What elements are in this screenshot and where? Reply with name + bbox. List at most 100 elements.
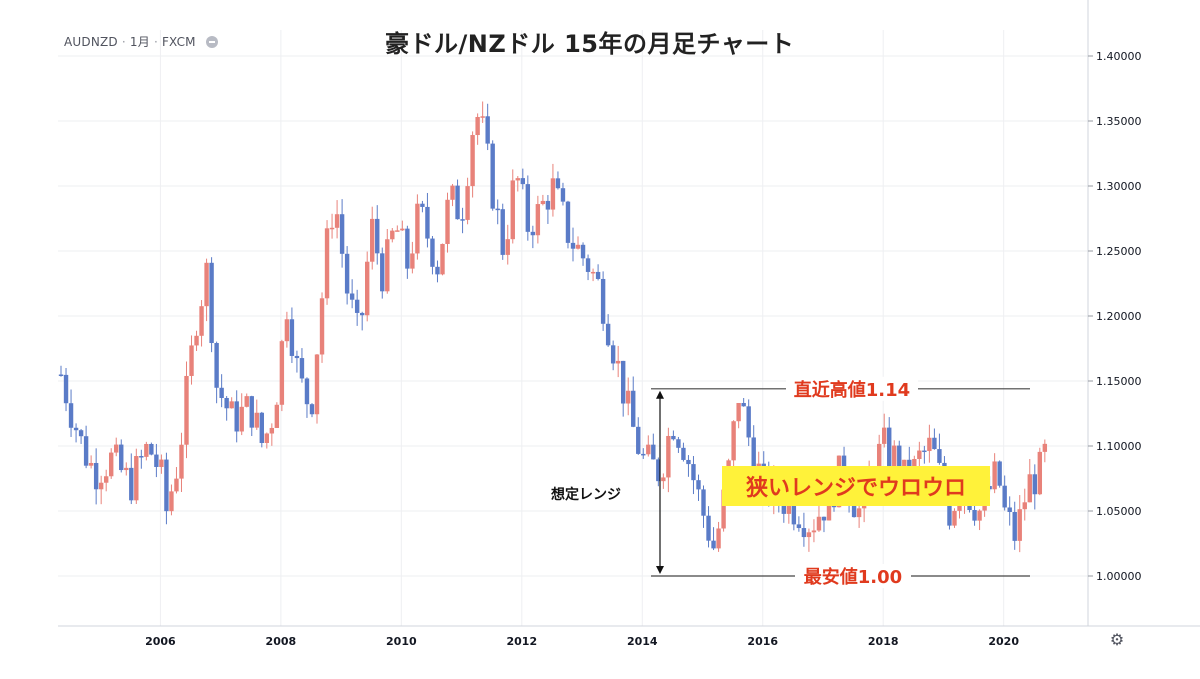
y-tick-label: 1.00000	[1096, 570, 1142, 583]
candle-down	[119, 444, 124, 471]
x-tick-label: 2016	[747, 635, 778, 648]
candle-down	[349, 293, 355, 300]
collapse-legend-icon[interactable]	[205, 35, 218, 48]
candle-up	[244, 396, 249, 407]
candle-up	[440, 243, 445, 275]
candle-down	[289, 319, 295, 356]
candle-up	[917, 450, 922, 460]
candle-down	[631, 390, 636, 427]
candle-up	[480, 116, 485, 118]
candle-down	[796, 524, 802, 529]
candle-up	[806, 532, 812, 538]
recent-low-label-bg	[795, 564, 911, 588]
candle-down	[947, 494, 952, 526]
candle-down	[671, 435, 676, 440]
axes-layer: 1.00000 1.05000 1.10000 1.15000 1.20000 1.250…	[58, 0, 1200, 648]
candle-up	[731, 421, 736, 461]
candle-up	[390, 230, 395, 240]
candle-down	[490, 143, 495, 209]
candle-down	[58, 374, 64, 376]
candle-up	[319, 298, 325, 355]
candle-down	[224, 397, 229, 409]
candle-up	[535, 204, 541, 236]
candle-down	[83, 436, 89, 466]
symbol-source: FXCM	[161, 34, 196, 49]
candle-down	[209, 262, 214, 344]
candle-up	[400, 228, 405, 231]
candle-up	[505, 239, 510, 255]
candle-up	[229, 401, 234, 409]
candle-down	[68, 403, 74, 428]
candle-down	[741, 402, 746, 407]
candle-down	[405, 228, 410, 269]
recent-high-label-bg	[786, 376, 918, 401]
candle-down	[595, 271, 601, 279]
x-tick-label: 2010	[386, 635, 417, 648]
y-tick-label: 1.15000	[1096, 375, 1142, 388]
candle-up	[415, 203, 420, 254]
candle-down	[565, 201, 571, 243]
candle-up	[590, 271, 596, 274]
candle-up	[184, 375, 189, 445]
candle-up	[334, 214, 340, 228]
y-tick-label: 1.10000	[1096, 440, 1142, 453]
candle-up	[204, 262, 209, 307]
candle-down	[154, 454, 159, 467]
symbol-ticker: AUDNZD	[64, 34, 118, 49]
range-arrow-up-head	[656, 390, 664, 399]
candle-up	[144, 443, 149, 457]
candle-up	[575, 244, 581, 249]
candle-down	[922, 450, 927, 453]
symbol-legend[interactable]: AUDNZD · 1月 · FXCM	[64, 33, 218, 50]
candle-up	[324, 228, 330, 299]
candle-down	[425, 206, 430, 239]
candle-up	[239, 406, 244, 432]
candle-down	[570, 242, 576, 249]
candle-up	[98, 482, 104, 490]
candle-down	[791, 500, 797, 525]
gear-icon[interactable]: ⚙	[1109, 630, 1125, 649]
candle-down	[249, 396, 254, 428]
candle-up	[475, 116, 480, 136]
candle-down	[781, 500, 787, 514]
x-tick-label: 2006	[145, 635, 176, 648]
candle-down	[1032, 474, 1037, 495]
candle-up	[661, 477, 666, 482]
candle-down	[751, 437, 756, 476]
candle-down	[600, 278, 606, 324]
candle-down	[294, 355, 300, 359]
y-tick-label: 1.40000	[1096, 50, 1142, 63]
candle-down	[455, 185, 460, 220]
candle-up	[1017, 509, 1022, 541]
candle-up	[199, 306, 204, 336]
y-tick-label: 1.35000	[1096, 115, 1142, 128]
candle-up	[450, 185, 455, 200]
candle-down	[937, 449, 942, 463]
candle-up	[254, 412, 259, 428]
candle-up	[284, 319, 290, 342]
range-arrow-down-head	[656, 566, 664, 574]
candle-up	[103, 476, 109, 483]
candle-down	[651, 444, 656, 460]
candle-down	[139, 456, 144, 458]
candle-down	[460, 219, 465, 221]
candle-down	[500, 209, 505, 255]
candle-down	[641, 453, 646, 456]
candle-down	[1002, 485, 1007, 508]
candle-up	[977, 510, 982, 521]
chart-title: 豪ドル/NZドル 15年の月足チャート	[385, 30, 795, 58]
candle-up	[179, 444, 184, 479]
candle-down	[711, 540, 716, 549]
candle-up	[174, 478, 179, 492]
candle-up	[646, 444, 651, 455]
candle-down	[73, 427, 79, 431]
candle-down	[359, 312, 365, 316]
candle-up	[385, 239, 390, 292]
x-tick-label: 2018	[868, 635, 899, 648]
x-tick-label: 2014	[627, 635, 658, 648]
candle-up	[365, 261, 370, 316]
candle-up	[114, 444, 119, 453]
candle-up	[615, 360, 621, 364]
candle-up	[816, 516, 822, 531]
